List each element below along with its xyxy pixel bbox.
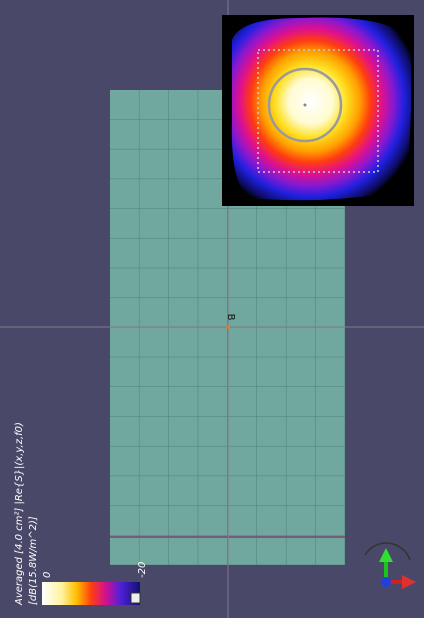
legend-tick: -20 [137,562,148,578]
heatmap [231,17,412,201]
averaging-box [257,49,379,173]
colorbar [42,582,140,605]
colorbar-icon[interactable] [130,592,141,604]
probe-center [303,103,307,107]
legend-tick: 0 [42,572,53,578]
marker-label: B [225,314,236,321]
probe-circle [267,67,343,143]
legend-unit: [dB(15.8W/m^2)] [28,516,39,605]
axes-triad [364,542,416,589]
legend-title: Averaged [4.0 cm²] |Re{S}|(x,y,z,f0) [14,422,25,606]
marker-point [226,325,230,329]
